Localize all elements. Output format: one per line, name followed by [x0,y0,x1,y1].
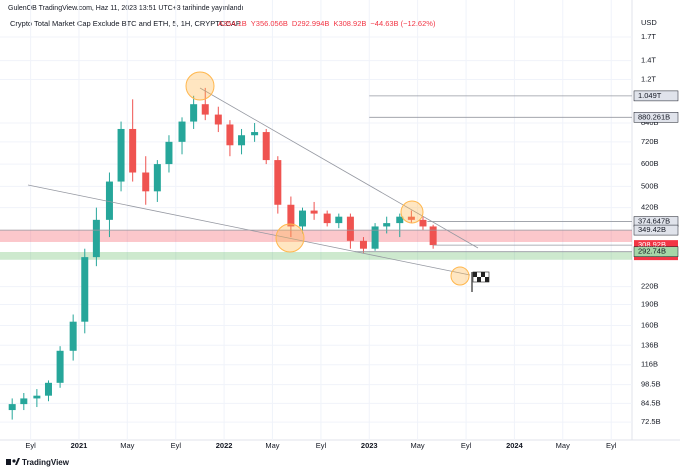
candle-body [346,216,354,241]
y-tick-label: 1.2T [641,74,656,83]
price-tag-label: 308.92B [638,240,666,249]
y-tick-label: 1.4T [641,56,656,65]
y-tick-label: 720B [641,137,659,146]
price-tag [633,90,679,102]
candle-body [20,398,28,405]
candle-body [129,128,137,173]
x-tick-label: 2023 [361,441,378,450]
zone [0,252,632,260]
chart-title: Crypto Total Market Cap Exclude BTC and … [10,19,241,28]
candle-body [396,216,404,224]
ohlc-value: −44.63B (−12.62%) [370,19,436,28]
trend-line [27,184,471,276]
y-tick-label: 1.7T [641,32,656,41]
candle-body [407,216,415,220]
ohlc-value: Y356.056B [251,19,288,28]
candle-body [299,210,307,227]
price-tag-label: 374.647B [638,217,670,226]
ohlc-value: K308.92B [333,19,366,28]
x-tick-label: Eyl [316,441,327,450]
candle-body [262,132,270,161]
candle-body [287,204,295,227]
candle-body [69,321,77,351]
candle-body [201,104,209,115]
x-tick-label: May [265,441,279,450]
x-tick-label: Eyl [25,441,36,450]
candle-body [383,223,391,227]
candle-body [92,219,100,258]
ohlc-value: D292.994B [292,19,330,28]
x-tick-label: May [411,441,425,450]
candle-body [44,382,52,396]
y-tick-label: 220B [641,282,659,291]
price-tag-label: 880.261B [638,112,670,121]
x-tick-label: 2021 [71,441,88,450]
candle-body [359,240,367,249]
candle-body [323,213,331,224]
candle-body [238,135,246,146]
flag-icon [471,271,490,292]
highlight-circle [275,223,305,253]
x-tick-label: May [556,441,570,450]
ohlc-value: A354.1B [218,19,247,28]
candle-body [214,114,222,125]
y-tick-label: 72.5B [641,417,661,426]
publisher: GulenOB TradingView.com, Haz 11, 2023 13… [8,5,243,12]
candle-body [165,141,173,165]
price-tag [633,246,679,257]
y-tick-label: 190B [641,299,659,308]
candle-body [274,160,282,205]
brand: TradingView [22,458,70,467]
highlight-circle [185,71,215,101]
y-tick-label: 98.5B [641,380,661,389]
candle-body [56,350,64,383]
candle-body [371,226,379,249]
x-tick-label: May [120,441,134,450]
x-tick-label: Eyl [461,441,472,450]
candle-body [33,395,41,399]
y-tick-label: 136B [641,340,659,349]
candle-body [178,121,186,142]
y-tick-label: 84.5B [641,398,661,407]
candle-body [310,210,318,214]
candle-body [251,132,259,136]
candle-body [117,128,125,182]
x-tick-label: Eyl [171,441,182,450]
candle-body [190,104,198,122]
brand-logo [6,458,20,465]
plot [0,0,632,440]
annotations [27,71,490,292]
x-tick-label: 2022 [216,441,233,450]
trend-line [199,87,479,249]
y-tick-label: 116B [641,360,658,369]
x-tick-label: 2024 [506,441,524,450]
y-tick-label: 600B [641,159,659,168]
candle-body [419,219,427,227]
candle-body [142,172,150,192]
currency: USD [641,18,657,27]
price-tag-label: 1.049T [638,91,662,100]
y-tick-label: 160B [641,320,659,329]
price-tag-label: 292.74B [638,247,666,256]
candle-body [8,404,16,411]
price-tag [633,224,679,236]
candle-body [429,226,437,246]
highlight-circle [400,200,424,224]
candle-body [81,257,89,322]
price-tag-label: 349.42B [638,225,666,234]
y-tick-label: 420B [641,203,659,212]
highlight-circle [450,266,470,286]
y-tick-label: 500B [641,181,659,190]
zone [0,229,632,242]
candle-body [105,181,113,220]
candle-body [153,164,161,192]
candle-body [226,124,234,146]
candle-body [335,216,343,224]
price-tag [633,112,679,123]
x-tick-label: Eyl [606,441,617,450]
